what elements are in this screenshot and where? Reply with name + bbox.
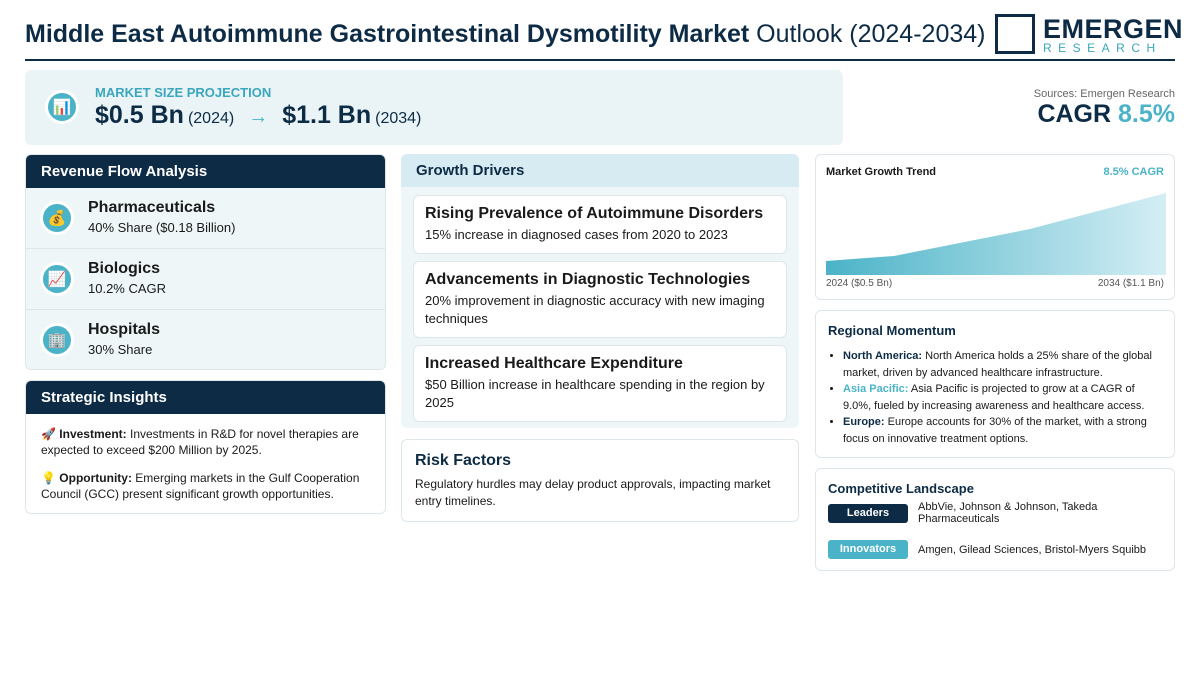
competitive-list: Leaders AbbVie, Johnson & Johnson, Takeda… xyxy=(828,501,1162,568)
end-year: (2034) xyxy=(375,110,422,127)
trend-start: 2024 ($0.5 Bn) xyxy=(826,278,893,289)
icon: 🚀 xyxy=(41,427,56,441)
driver-card: Increased Healthcare Expenditure $50 Bill… xyxy=(413,345,787,422)
driver-title: Advancements in Diagnostic Technologies xyxy=(425,271,751,288)
item-detail: 10.2% CAGR xyxy=(88,281,167,296)
cagr: CAGR 8.5% xyxy=(1034,100,1175,129)
region-name: Asia Pacific: xyxy=(843,383,909,395)
title-rest: Outlook (2024-2034) xyxy=(756,20,986,48)
tag: Innovators xyxy=(828,540,908,559)
regional-panel: Regional Momentum North America: North A… xyxy=(815,310,1175,458)
competitor-row: Innovators Amgen, Gilead Sciences, Bristo… xyxy=(828,540,1162,568)
driver-text: $50 Billion increase in healthcare spend… xyxy=(425,377,765,410)
icon: 📈 xyxy=(40,262,74,296)
sources: Sources: Emergen Research xyxy=(1033,88,1175,100)
region-item: North America: North America holds a 25%… xyxy=(843,348,1162,381)
projection-label: MARKET SIZE PROJECTION xyxy=(95,85,272,100)
region-text: Europe accounts for 30% of the market, w… xyxy=(843,416,1147,445)
revenue-item: 💰 Pharmaceuticals 40% Share ($0.18 Billion… xyxy=(26,188,385,249)
driver-title: Rising Prevalence of Autoimmune Disorder… xyxy=(425,205,764,222)
item-name: Hospitals xyxy=(88,321,161,338)
panel-title: Competitive Landscape xyxy=(828,481,974,496)
revenue-item: 🏢 Hospitals 30% Share xyxy=(26,310,385,369)
icon: 📊 xyxy=(45,90,79,124)
icon: 💰 xyxy=(40,201,74,235)
revenue-item: 📈 Biologics 10.2% CAGR xyxy=(26,249,385,310)
start-year: (2024) xyxy=(187,110,235,127)
cagr-label: CAGR xyxy=(1037,100,1112,128)
arrow: → xyxy=(248,106,269,128)
region-text: North America holds a 25% share of the g… xyxy=(843,350,1152,379)
revenue-panel: Revenue Flow Analysis 💰 Pharmaceuticals 40… xyxy=(25,154,386,370)
end-value: $1.1 Bn xyxy=(282,101,372,129)
panel-title: Risk Factors xyxy=(415,452,512,469)
risk-text: Regulatory hurdles may delay product app… xyxy=(415,477,771,508)
icon: 💡 xyxy=(41,471,56,485)
title: Middle East Autoimmune Gastrointestinal … xyxy=(25,20,985,49)
driver-text: 20% improvement in diagnostic accuracy w… xyxy=(425,293,765,326)
region-item: Asia Pacific: Asia Pacific is projected … xyxy=(843,381,1162,414)
trend-panel: Market Growth Trend 8.5% CAGR 2024 ($0.5… xyxy=(815,154,1175,300)
revenue-list: 💰 Pharmaceuticals 40% Share ($0.18 Billion… xyxy=(26,188,385,369)
summary: Sources: Emergen Research CAGR 8.5% xyxy=(1034,88,1175,129)
competitor-row: Leaders AbbVie, Johnson & Johnson, Takeda… xyxy=(828,501,1162,532)
drivers-panel: Growth Drivers Rising Prevalence of Auto… xyxy=(401,154,799,428)
driver-card: Advancements in Diagnostic Technologies 2… xyxy=(413,261,787,338)
insight-text: Emerging markets in the Gulf Cooperation… xyxy=(41,471,360,501)
region-name: Europe: xyxy=(843,416,885,428)
title-bold: Middle East Autoimmune Gastrointestinal … xyxy=(25,20,750,48)
region-item: Europe: Europe accounts for 30% of the m… xyxy=(843,414,1162,447)
strategic-list: 🚀 Investment: Investments in R&D for nov… xyxy=(26,426,385,502)
risk-panel: Risk Factors Regulatory hurdles may dela… xyxy=(401,439,799,522)
trend-area xyxy=(826,193,1166,275)
competitive-panel: Competitive Landscape Leaders AbbVie, Joh… xyxy=(815,468,1175,571)
logo-subtext: RESEARCH xyxy=(1043,41,1162,55)
item-detail: 40% Share ($0.18 Billion) xyxy=(88,220,236,235)
panel-title: Revenue Flow Analysis xyxy=(26,155,385,188)
trend-end: 2034 ($1.1 Bn) xyxy=(1097,278,1164,289)
names: Amgen, Gilead Sciences, Bristol-Myers Sq… xyxy=(918,544,1147,556)
item-name: Pharmaceuticals xyxy=(88,199,216,216)
logo-mark xyxy=(995,14,1035,54)
start-value: $0.5 Bn xyxy=(95,101,184,129)
panel-title: Regional Momentum xyxy=(828,323,956,338)
projection-values: $0.5 Bn (2024) → $1.1 Bn (2034) xyxy=(95,101,435,130)
divider xyxy=(25,59,1175,61)
projection-box: 📊 MARKET SIZE PROJECTION $0.5 Bn (2024) → $… xyxy=(25,70,843,145)
names: AbbVie, Johnson & Johnson, Takeda Pharma… xyxy=(918,501,1098,525)
panel-title: Growth Drivers xyxy=(401,154,799,187)
icon: 🏢 xyxy=(40,323,74,357)
insight-text: Investments in R&D for novel therapies a… xyxy=(41,427,359,457)
insight: 💡 Opportunity: Emerging markets in the G… xyxy=(26,470,385,502)
driver-title: Increased Healthcare Expenditure xyxy=(425,355,683,372)
driver-card: Rising Prevalence of Autoimmune Disorder… xyxy=(413,195,787,254)
panel-title: Market Growth Trend xyxy=(826,166,937,178)
region-name: North America: xyxy=(843,350,923,362)
tag: Leaders xyxy=(828,504,908,523)
trend-badge: 8.5% CAGR xyxy=(1103,166,1164,178)
cagr-value: 8.5% xyxy=(1118,100,1175,128)
insight-label: Investment: xyxy=(59,427,127,441)
panel-title: Strategic Insights xyxy=(26,381,385,414)
insight-label: Opportunity: xyxy=(59,471,132,485)
logo: EMERGEN RESEARCH xyxy=(995,14,1183,56)
region-text: Asia Pacific is projected to grow at a C… xyxy=(843,383,1145,412)
driver-text: 15% increase in diagnosed cases from 202… xyxy=(425,227,728,242)
item-detail: 30% Share xyxy=(88,342,153,357)
regional-list: North America: North America holds a 25%… xyxy=(828,348,1162,447)
strategic-panel: Strategic Insights 🚀 Investment: Investm… xyxy=(25,380,386,514)
trend-graphic xyxy=(826,193,1166,275)
insight: 🚀 Investment: Investments in R&D for nov… xyxy=(26,426,385,458)
logo-text: EMERGEN xyxy=(1043,14,1184,44)
item-name: Biologics xyxy=(88,260,161,277)
